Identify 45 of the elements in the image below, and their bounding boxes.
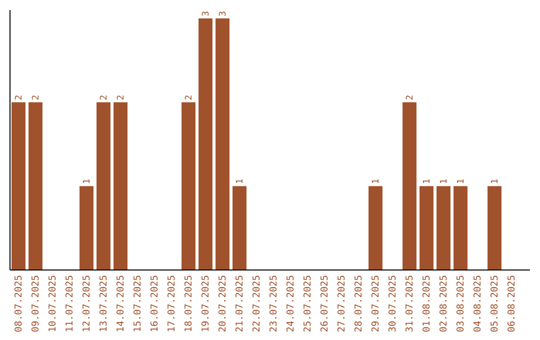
x-tick-label: 09.07.2025 xyxy=(30,275,42,332)
data-label: 1 xyxy=(422,178,432,184)
data-label: 3 xyxy=(218,10,228,16)
x-tick-label: 21.07.2025 xyxy=(234,275,246,332)
x-tick-label: 20.07.2025 xyxy=(218,275,228,332)
x-tick-label: 02.08.2025 xyxy=(438,275,450,332)
data-label: 2 xyxy=(406,94,416,100)
x-tick-label: 10.07.2025 xyxy=(48,275,58,332)
data-label: 2 xyxy=(100,94,110,100)
x-tick-label: 25.07.2025 xyxy=(302,275,314,332)
x-tick-label: 17.07.2025 xyxy=(166,275,178,332)
x-tick-label: 06.08.2025 xyxy=(506,275,518,332)
x-tick-label: 27.07.2025 xyxy=(336,275,348,332)
x-tick-label: 19.07.2025 xyxy=(200,275,212,332)
x-tick-label: 23.07.2025 xyxy=(268,275,280,332)
data-label: 2 xyxy=(184,94,194,100)
data-label: 1 xyxy=(456,178,466,184)
x-tick-label: 01.08.2025 xyxy=(422,275,432,332)
data-label: 1 xyxy=(440,178,450,184)
x-tick-label: 18.07.2025 xyxy=(184,275,194,332)
data-label: 1 xyxy=(490,178,500,184)
x-tick-label: 12.07.2025 xyxy=(82,275,92,332)
x-tick-label: 16.07.2025 xyxy=(150,275,160,332)
x-tick-label: 03.08.2025 xyxy=(456,275,466,332)
x-tick-label: 22.07.2025 xyxy=(252,275,262,332)
data-label: 1 xyxy=(236,178,246,184)
data-label: 1 xyxy=(372,178,382,184)
x-tick-label: 24.07.2025 xyxy=(286,275,296,332)
x-tick-label: 30.07.2025 xyxy=(388,275,398,332)
x-tick-label: 28.07.2025 xyxy=(354,275,364,332)
data-label: 2 xyxy=(116,94,126,100)
x-tick-label: 15.07.2025 xyxy=(132,275,144,332)
x-tick-label: 13.07.2025 xyxy=(98,275,110,332)
x-tick-label: 14.07.2025 xyxy=(116,275,126,332)
data-label: 2 xyxy=(32,94,42,100)
x-tick-label: 26.07.2025 xyxy=(320,275,330,332)
x-tick-label: 31.07.2025 xyxy=(404,275,416,332)
x-tick-label: 29.07.2025 xyxy=(370,275,382,332)
x-tick-label: 08.07.2025 xyxy=(14,275,24,332)
x-tick-label: 04.08.2025 xyxy=(472,275,484,332)
data-label: 3 xyxy=(202,10,212,16)
x-tick-label: 11.07.2025 xyxy=(64,275,76,332)
data-label: 2 xyxy=(14,94,24,100)
data-label: 1 xyxy=(82,178,92,184)
x-tick-label: 05.08.2025 xyxy=(490,275,500,332)
